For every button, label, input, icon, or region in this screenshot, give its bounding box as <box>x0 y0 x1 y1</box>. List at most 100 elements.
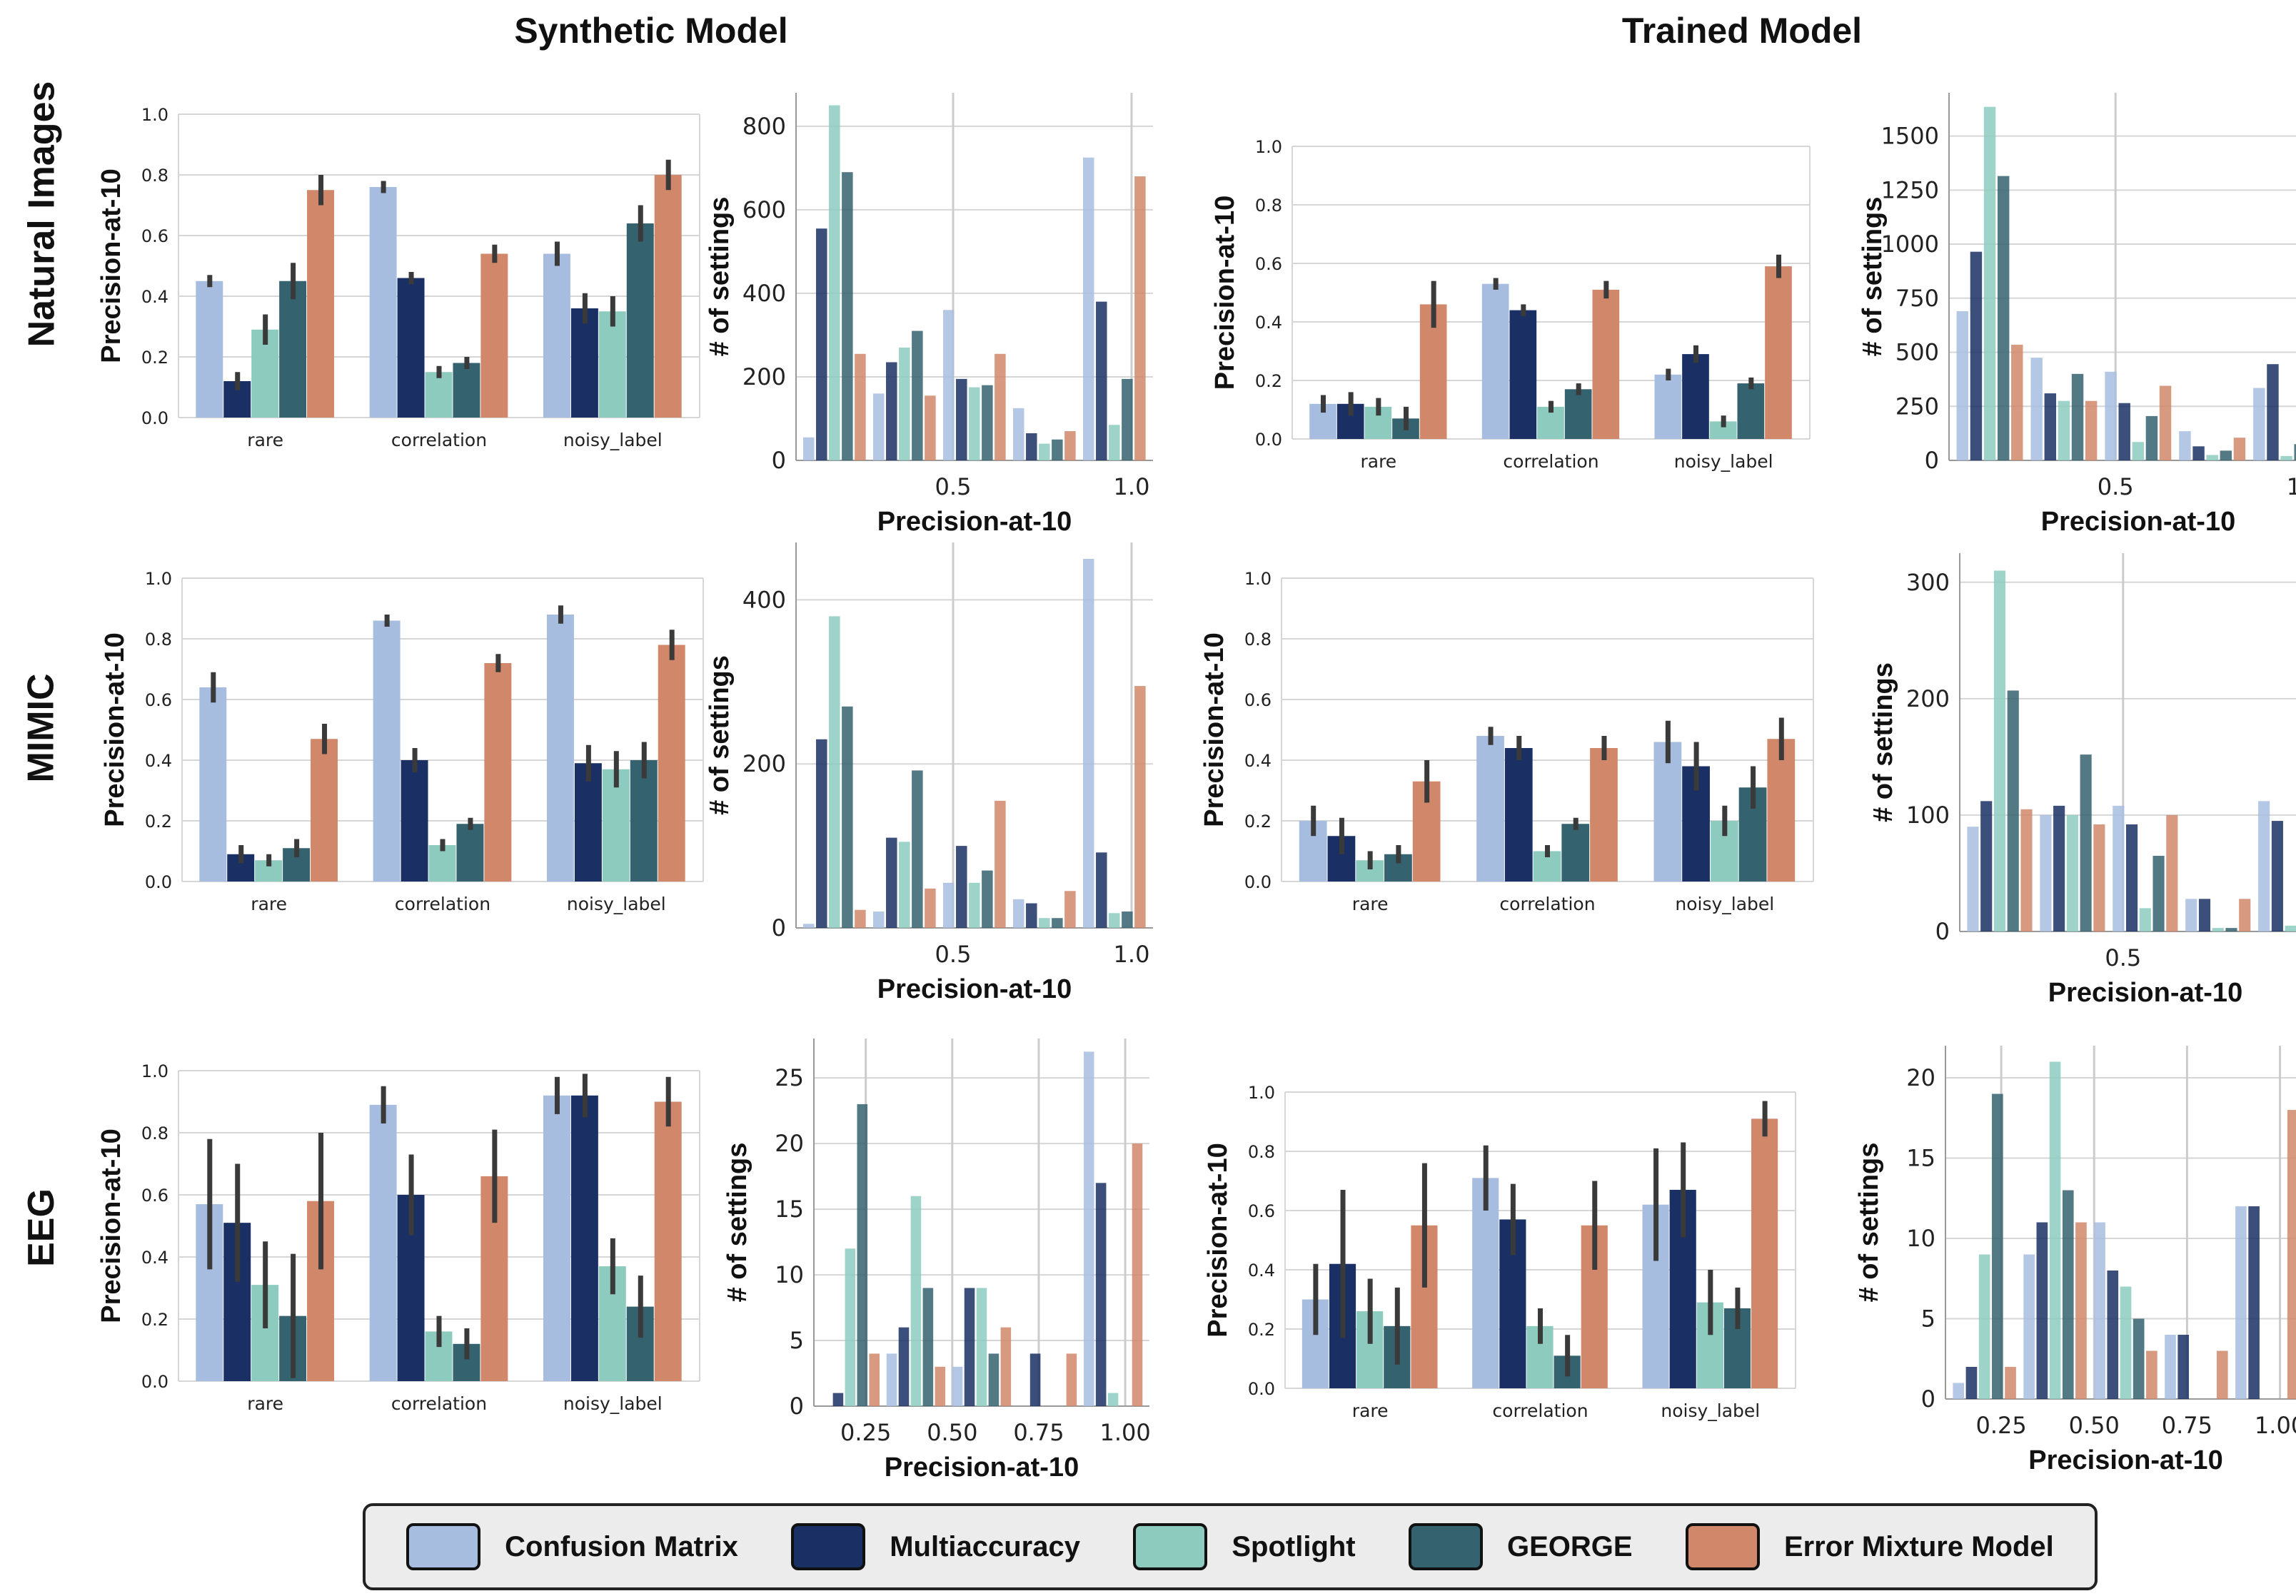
histogram-bar <box>2159 385 2172 460</box>
histogram-bar <box>886 837 897 928</box>
histogram-bar <box>1029 1353 1041 1406</box>
x-tick-label: 1.00 <box>2255 1412 2296 1439</box>
histogram-bar <box>976 1288 987 1406</box>
y-tick-label: 0.6 <box>141 1186 168 1206</box>
y-tick-label: 800 <box>742 113 786 140</box>
legend-label: GEORGE <box>1506 1530 1633 1562</box>
histogram-bar <box>943 310 955 460</box>
y-axis-label: # of settings <box>705 655 735 815</box>
histogram-bar <box>1066 1353 1077 1406</box>
histogram-bar <box>2107 1271 2119 1399</box>
bar <box>1654 374 1682 439</box>
histogram-bar <box>2248 1206 2260 1399</box>
bar <box>196 281 223 418</box>
bar <box>425 372 453 418</box>
y-tick-label: 0.8 <box>141 1123 168 1143</box>
y-tick-label: 200 <box>742 750 786 777</box>
histogram-bar <box>1134 686 1146 928</box>
histogram-bar <box>2133 1318 2145 1399</box>
x-tick-label: noisy_label <box>1674 451 1773 472</box>
y-axis-label: # of settings <box>1868 662 1898 822</box>
histogram-bar <box>1039 918 1050 928</box>
y-tick-label: 0.4 <box>141 1248 168 1268</box>
histogram-bar <box>2235 1206 2247 1399</box>
histogram-bar <box>1953 1383 1965 1399</box>
y-tick-label: 0.8 <box>1255 196 1282 216</box>
histogram-bar <box>2280 455 2292 460</box>
histogram-bar <box>2198 899 2211 931</box>
y-axis-label: Precision-at-10 <box>1203 1143 1233 1337</box>
y-axis-label: # of settings <box>722 1143 752 1303</box>
legend-label: Error Mixture Model <box>1783 1530 2054 1562</box>
histogram-bar <box>2066 814 2078 931</box>
y-tick-label: 5 <box>1921 1305 1935 1333</box>
y-tick-label: 0.2 <box>145 812 172 832</box>
histogram-bar <box>1096 852 1107 928</box>
y-tick-label: 0.0 <box>141 408 168 428</box>
histogram-bar <box>2118 403 2130 460</box>
histogram-bar <box>873 393 885 460</box>
histogram-bar <box>910 1196 922 1406</box>
bar <box>543 1095 570 1381</box>
y-tick-label: 200 <box>1906 685 1950 712</box>
histogram-bar <box>1064 431 1076 460</box>
histogram-bar <box>1983 106 1996 461</box>
y-tick-label: 10 <box>775 1261 804 1288</box>
y-tick-label: 0.0 <box>145 872 172 892</box>
histogram-bar <box>1122 378 1133 460</box>
bar <box>602 769 630 882</box>
histogram-bar <box>2049 1061 2061 1399</box>
y-tick-label: 0.8 <box>1244 630 1272 650</box>
bar <box>547 615 574 882</box>
y-axis-label: # of settings <box>1858 197 1888 357</box>
legend-swatch <box>1685 1523 1760 1570</box>
y-tick-label: 250 <box>1895 393 1939 420</box>
x-tick-label: rare <box>247 430 283 450</box>
y-tick-label: 0.4 <box>145 751 172 771</box>
histogram-bar <box>1134 176 1146 460</box>
x-axis-label: Precision-at-10 <box>877 974 1072 1004</box>
x-tick-label: 1.0 <box>2287 473 2296 500</box>
x-tick-label: correlation <box>395 894 490 914</box>
charts-canvas: 0.0 0.2 0.4 0.6 0.8 1.0 Precision-at-10 rare cor… <box>96 93 2296 1483</box>
y-tick-label: 600 <box>742 196 786 223</box>
histogram-bar <box>1064 891 1076 928</box>
bar <box>1765 266 1792 439</box>
y-tick-label: 0 <box>772 914 786 941</box>
histogram-bar <box>943 882 955 928</box>
histogram-bar <box>899 842 910 928</box>
bar <box>1653 742 1682 882</box>
y-axis-label: # of settings <box>705 197 735 357</box>
y-tick-label: 0.6 <box>1255 254 1282 274</box>
histogram-bar <box>2020 809 2033 931</box>
x-tick-label: 0.75 <box>2162 1412 2212 1439</box>
histogram-bar <box>2044 393 2057 460</box>
x-tick-label: 1.0 <box>1114 473 1150 500</box>
legend-label: Confusion Matrix <box>505 1530 738 1562</box>
y-tick-label: 15 <box>1906 1145 1935 1172</box>
bar <box>543 253 570 418</box>
histogram-bar <box>899 347 910 460</box>
histogram-bar <box>2125 824 2138 931</box>
y-tick-label: 0.0 <box>1255 430 1282 450</box>
histogram-bar <box>912 770 923 928</box>
histogram-bar <box>1122 911 1133 928</box>
y-tick-label: 0.8 <box>1248 1142 1275 1162</box>
histogram-bar <box>995 353 1006 460</box>
y-tick-label: 1.0 <box>1244 569 1272 589</box>
histogram-bar <box>2192 446 2205 460</box>
bar <box>1751 1118 1778 1388</box>
bar <box>598 311 626 418</box>
bar <box>1737 383 1765 439</box>
bar <box>369 187 397 418</box>
y-axis-label: Precision-at-10 <box>96 1128 126 1323</box>
legend-swatch <box>406 1523 481 1570</box>
legend-label: Spotlight <box>1232 1530 1356 1562</box>
histogram-bar <box>1997 176 2010 460</box>
x-axis-label: Precision-at-10 <box>2048 978 2242 1008</box>
y-tick-label: 0.0 <box>1244 872 1272 892</box>
histogram-bar <box>1992 1094 2003 1399</box>
legend-item-multiaccuracy: Multiaccuracy <box>791 1523 1080 1570</box>
y-tick-label: 0.4 <box>1244 751 1272 771</box>
histogram-bar <box>952 1366 963 1406</box>
